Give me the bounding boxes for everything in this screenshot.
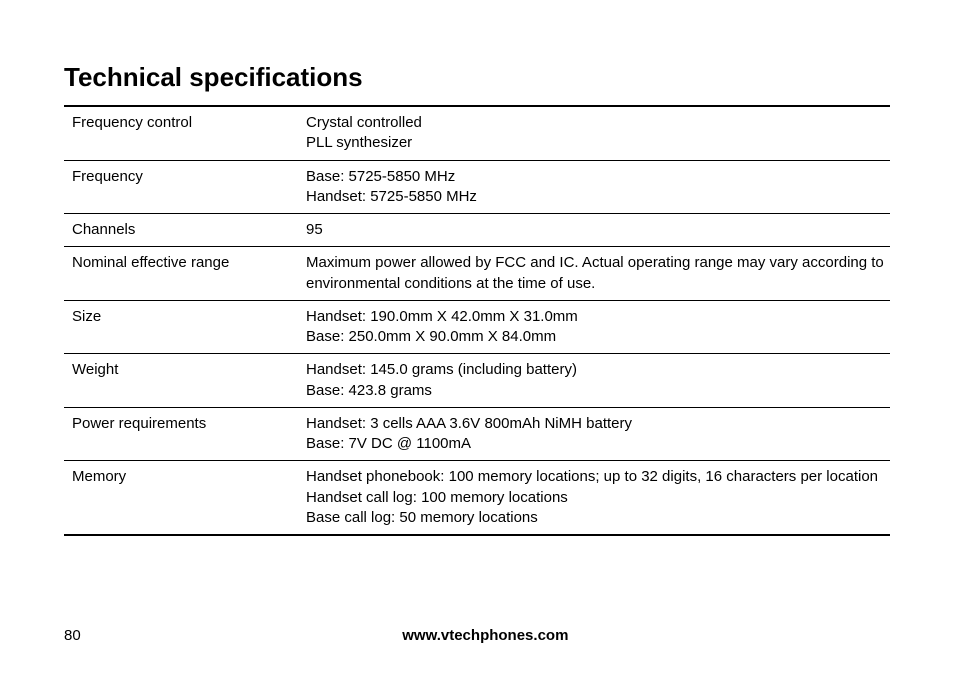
- spec-value-line: Handset phonebook: 100 memory locations;…: [306, 467, 884, 487]
- spec-label: Weight: [72, 360, 306, 401]
- spec-value: Crystal controlled PLL synthesizer: [306, 113, 884, 154]
- spec-value-line: Handset: 3 cells AAA 3.6V 800mAh NiMH ba…: [306, 414, 884, 434]
- spec-label: Frequency: [72, 167, 306, 208]
- spec-label: Frequency control: [72, 113, 306, 154]
- spec-value: Handset: 145.0 grams (including battery)…: [306, 360, 884, 401]
- spec-value-line: 95: [306, 220, 884, 240]
- table-row: Weight Handset: 145.0 grams (including b…: [64, 354, 890, 408]
- table-row: Channels 95: [64, 214, 890, 247]
- spec-table: Frequency control Crystal controlled PLL…: [64, 105, 890, 536]
- table-row: Frequency control Crystal controlled PLL…: [64, 107, 890, 161]
- footer-url: www.vtechphones.com: [402, 627, 568, 644]
- spec-label: Memory: [72, 467, 306, 528]
- table-row: Frequency Base: 5725-5850 MHz Handset: 5…: [64, 161, 890, 215]
- spec-value-line: Base: 423.8 grams: [306, 381, 884, 401]
- table-row: Memory Handset phonebook: 100 memory loc…: [64, 461, 890, 536]
- spec-label: Power requirements: [72, 414, 306, 455]
- spec-label: Nominal effective range: [72, 253, 306, 294]
- spec-value-line: Base: 7V DC @ 1100mA: [306, 434, 884, 454]
- spec-value-line: Handset: 190.0mm X 42.0mm X 31.0mm: [306, 307, 884, 327]
- spec-value-line: Handset: 145.0 grams (including battery): [306, 360, 884, 380]
- page-footer: 80 www.vtechphones.com: [64, 627, 890, 644]
- spec-value-line: PLL synthesizer: [306, 133, 884, 153]
- spec-value: Base: 5725-5850 MHz Handset: 5725-5850 M…: [306, 167, 884, 208]
- spec-value-line: Maximum power allowed by FCC and IC. Act…: [306, 253, 884, 294]
- table-row: Power requirements Handset: 3 cells AAA …: [64, 408, 890, 462]
- spec-value-line: Base: 250.0mm X 90.0mm X 84.0mm: [306, 327, 884, 347]
- spec-label: Channels: [72, 220, 306, 240]
- spec-label: Size: [72, 307, 306, 348]
- page-number: 80: [64, 627, 81, 644]
- spec-value-line: Handset call log: 100 memory locations: [306, 488, 884, 508]
- spec-value: Handset: 3 cells AAA 3.6V 800mAh NiMH ba…: [306, 414, 884, 455]
- table-row: Nominal effective range Maximum power al…: [64, 247, 890, 301]
- spec-value-line: Base call log: 50 memory locations: [306, 508, 884, 528]
- spec-value-line: Handset: 5725-5850 MHz: [306, 187, 884, 207]
- spec-value: Maximum power allowed by FCC and IC. Act…: [306, 253, 884, 294]
- spec-value: 95: [306, 220, 884, 240]
- spec-value: Handset phonebook: 100 memory locations;…: [306, 467, 884, 528]
- table-row: Size Handset: 190.0mm X 42.0mm X 31.0mm …: [64, 301, 890, 355]
- spec-value-line: Crystal controlled: [306, 113, 884, 133]
- page-title: Technical specifications: [64, 62, 890, 93]
- spec-value-line: Base: 5725-5850 MHz: [306, 167, 884, 187]
- spec-value: Handset: 190.0mm X 42.0mm X 31.0mm Base:…: [306, 307, 884, 348]
